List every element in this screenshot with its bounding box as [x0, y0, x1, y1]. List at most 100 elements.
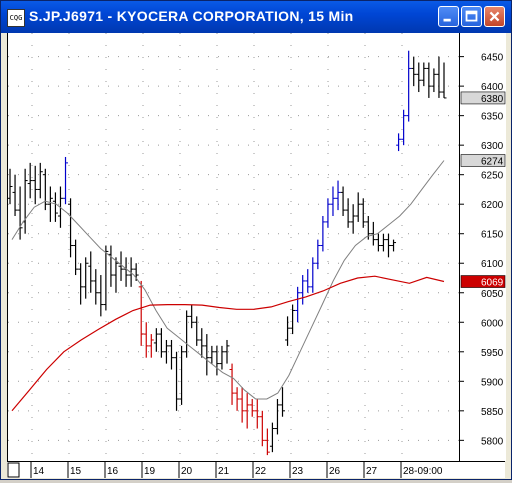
- ohlc-bar: [83, 257, 89, 299]
- ohlc-bar: [295, 286, 301, 323]
- ohlc-bar: [88, 251, 94, 293]
- ohlc-bar: [315, 239, 321, 270]
- ohlc-bar: [93, 269, 99, 305]
- close-button[interactable]: [484, 6, 505, 27]
- price-tick-label: 5900: [481, 377, 504, 388]
- ohlc-bar: [300, 275, 306, 305]
- date-label: 19: [144, 466, 156, 477]
- price-marker-label: 6069: [481, 278, 504, 289]
- date-label: 27: [366, 466, 378, 477]
- price-marker: 6380: [460, 91, 506, 105]
- ohlc-bar: [290, 304, 296, 335]
- ohlc-bar: [123, 257, 129, 287]
- price-marker-box: [460, 91, 506, 105]
- price-marker: 6069: [460, 275, 506, 289]
- ohlc-bar: [194, 316, 200, 346]
- ohlc-bar: [426, 62, 432, 98]
- ohlc-bar: [355, 192, 361, 222]
- price-marker-label: 6380: [481, 94, 504, 105]
- ohlc-bar: [365, 216, 371, 240]
- date-label: 22: [255, 466, 267, 477]
- ohlc-bar: [52, 192, 58, 222]
- ohlc-bar: [47, 186, 53, 222]
- ohlc-bar: [406, 50, 412, 122]
- ohlc-bar: [179, 345, 185, 405]
- price-tick-label: 6100: [481, 259, 504, 270]
- ohlc-bar: [411, 56, 417, 87]
- ohlc-bar: [264, 428, 270, 456]
- ohlc-bar: [32, 165, 38, 205]
- ohlc-bar: [305, 269, 311, 293]
- ohlc-bar: [138, 280, 144, 346]
- minimize-button[interactable]: [438, 6, 459, 27]
- ohlc-bar: [244, 393, 250, 429]
- ohlc-bar: [103, 245, 109, 311]
- ohlc-bar: [199, 328, 205, 358]
- date-scroll-box: [7, 462, 20, 478]
- price-tick-label: 6300: [481, 141, 504, 152]
- ohlc-bar: [431, 68, 437, 93]
- ohlc-bar: [68, 198, 74, 258]
- date-label: 26: [329, 466, 341, 477]
- ohlc-bar: [22, 168, 28, 234]
- price-marker-box: [460, 154, 506, 167]
- price-tick-label: 6400: [481, 82, 504, 93]
- ohlc-bar: [370, 221, 376, 246]
- ohlc-bar: [224, 339, 230, 364]
- ohlc-bar: [391, 239, 397, 252]
- ohlc-bar: [98, 275, 104, 317]
- ohlc-bar: [108, 245, 114, 287]
- ohlc-bar: [189, 304, 195, 329]
- ohlc-bar: [325, 198, 331, 228]
- maximize-button[interactable]: [461, 6, 482, 27]
- ohlc-bar: [153, 328, 159, 352]
- ohlc-bar: [184, 310, 190, 358]
- ohlc-bar: [396, 133, 402, 152]
- price-marker-label: 6274: [481, 157, 504, 168]
- ohlc-bar: [254, 399, 260, 429]
- ohlc-bar: [234, 387, 240, 411]
- price-axis: 5800 5850 5900 5950 6000 6050 6100 6150 6200 6250…: [459, 33, 506, 461]
- ohlc-bar: [441, 62, 447, 99]
- ohlc-bar: [239, 387, 245, 423]
- minimize-icon: [443, 18, 451, 22]
- price-tick-label: 5850: [481, 407, 504, 418]
- short-ma-line: [11, 160, 445, 400]
- ohlc-bar: [7, 168, 13, 205]
- price-tick-label: 6250: [481, 171, 504, 182]
- date-label: 14: [33, 466, 45, 477]
- ohlc-bar: [42, 168, 48, 211]
- ohlc-bar: [380, 233, 386, 252]
- price-marker: 6274: [460, 154, 506, 168]
- ohlc-bar: [63, 156, 69, 205]
- price-chart-area[interactable]: [7, 33, 460, 461]
- ohlc-bar: [401, 109, 407, 146]
- ohlc-bar: [360, 198, 366, 228]
- date-label: 21: [218, 466, 230, 477]
- ohlc-bar: [310, 257, 316, 293]
- price-chart: [7, 33, 460, 461]
- ohlc-bar: [214, 345, 220, 376]
- ohlc-bar: [269, 422, 275, 453]
- ohlc-bar: [385, 233, 391, 258]
- price-tick-label: 6150: [481, 230, 504, 241]
- ohlc-bar: [249, 399, 255, 417]
- ohlc-bar: [335, 180, 341, 211]
- title-bar[interactable]: CQG S.JP.J6971 - KYOCERA CORPORATION, 15…: [1, 1, 511, 33]
- ohlc-bar: [375, 233, 381, 252]
- price-axis-svg: 5800 5850 5900 5950 6000 6050 6100 6150 6200 6250…: [460, 53, 506, 447]
- ohlc-bar: [118, 251, 124, 281]
- date-axis: 14 15 16 19 20 21 22 23 26 27 28-09:00: [7, 461, 505, 478]
- ohlc-bar: [12, 174, 18, 217]
- ohlc-bar: [219, 345, 225, 370]
- price-tick-label: 6350: [481, 112, 504, 123]
- price-tick-label: 6450: [481, 53, 504, 64]
- close-icon: [489, 11, 500, 22]
- ohlc-bar: [285, 316, 291, 346]
- date-label: 20: [181, 466, 193, 477]
- ohlc-bar: [229, 363, 235, 405]
- long-ma-line: [11, 275, 445, 412]
- window-title: S.JP.J6971 - KYOCERA CORPORATION, 15 Min: [29, 8, 354, 24]
- date-label: 28-09:00: [403, 466, 443, 477]
